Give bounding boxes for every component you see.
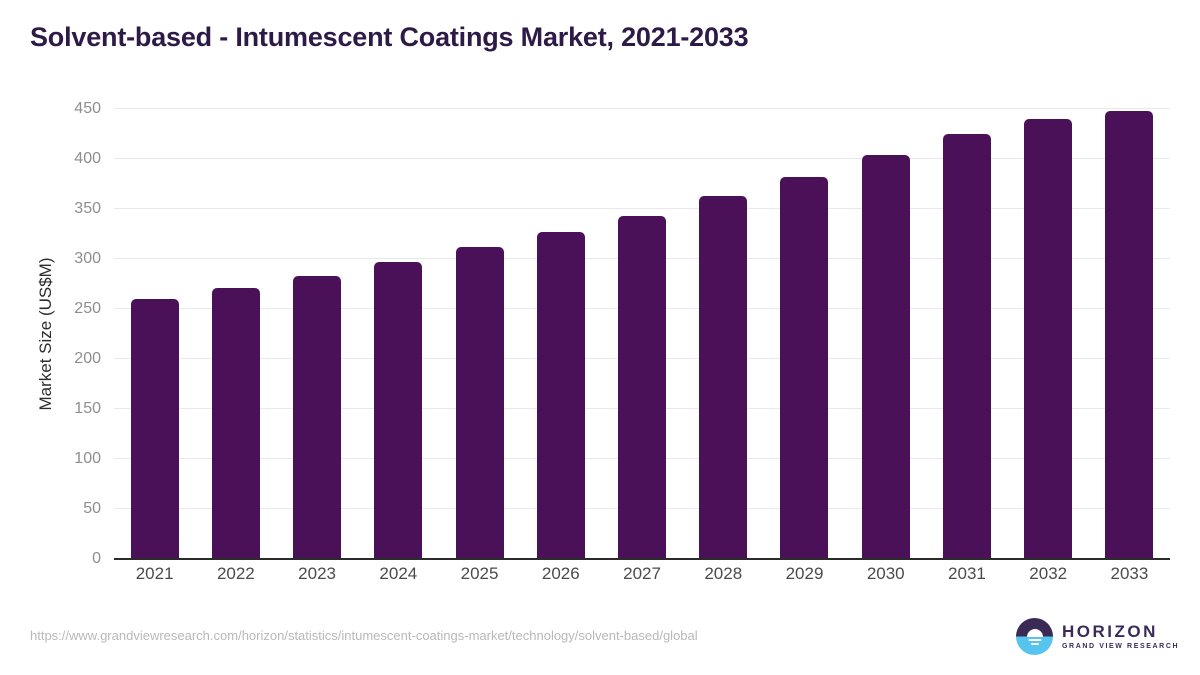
bar-2024 [374, 262, 423, 559]
x-tick-2027: 2027 [623, 564, 661, 583]
bar-2031 [942, 134, 991, 559]
bar-2023 [293, 276, 342, 559]
bar-cell-2023 [276, 109, 357, 559]
gridline-450 [114, 108, 1170, 109]
bar-2027 [618, 216, 667, 559]
x-tick-2028: 2028 [704, 564, 743, 583]
y-tick-400: 400 [74, 150, 101, 168]
bar-cell-2025 [439, 109, 520, 559]
y-tick-0: 0 [92, 550, 101, 567]
x-tick-2024: 2024 [379, 564, 418, 583]
bar-2022 [211, 288, 260, 559]
logo-title: HORIZON [1062, 622, 1158, 641]
gridline-350 [114, 208, 1170, 209]
bar-cell-2033 [1089, 109, 1170, 559]
x-tick-2030: 2030 [866, 564, 905, 583]
bar-cell-2022 [195, 109, 276, 559]
bar-cell-2032 [1008, 109, 1089, 559]
bar-2026 [536, 232, 585, 559]
bar-cell-2024 [358, 109, 439, 559]
gridline-400 [114, 158, 1170, 159]
y-axis-title: Market Size (US$M) [36, 257, 55, 411]
bar-cell-2031 [926, 109, 1007, 559]
x-axis-line [114, 558, 1170, 560]
bar-series [114, 109, 1170, 559]
y-tick-150: 150 [74, 400, 101, 418]
y-tick-50: 50 [83, 500, 101, 518]
bar-cell-2026 [520, 109, 601, 559]
bar-2032 [1024, 119, 1073, 559]
y-tick-350: 350 [74, 200, 101, 217]
y-tick-450: 450 [74, 100, 101, 117]
x-tick-2029: 2029 [785, 564, 824, 583]
horizon-logo: HORIZON GRAND VIEW RESEARCH [1016, 618, 1179, 655]
x-axis-tick-labels: 2021 2022 2023 2024 2025 2026 2027 2028 2029 2030… [114, 563, 1170, 585]
x-tick-2031: 2031 [948, 564, 986, 583]
bar-cell-2029 [764, 109, 845, 559]
y-tick-300: 300 [74, 250, 101, 268]
x-tick-2023: 2023 [298, 564, 336, 583]
bar-2033 [1105, 111, 1154, 559]
bar-2029 [780, 177, 829, 559]
bar-2025 [455, 247, 504, 559]
x-tick-2026: 2026 [541, 564, 580, 583]
bar-cell-2030 [845, 109, 926, 559]
bar-2021 [130, 299, 179, 559]
bar-cell-2027 [601, 109, 682, 559]
bar-2028 [699, 196, 748, 559]
x-tick-2022: 2022 [216, 564, 255, 583]
horizon-sun-icon [1016, 618, 1053, 655]
y-tick-250: 250 [74, 300, 101, 317]
plot-area: 0 50 100 150 200 250 300 350 400 450 [74, 100, 1170, 567]
logo-text-block: HORIZON GRAND VIEW RESEARCH [1062, 622, 1180, 651]
y-tick-100: 100 [74, 450, 101, 468]
x-tick-2021: 2021 [135, 564, 174, 583]
x-tick-2025: 2025 [460, 564, 499, 583]
x-tick-2032: 2032 [1029, 564, 1068, 583]
bar-cell-2028 [683, 109, 764, 559]
logo-subtitle: GRAND VIEW RESEARCH [1062, 643, 1180, 650]
sun-dome-shape [1026, 628, 1043, 637]
page-title: Solvent-based - Intumescent Coatings Mar… [30, 22, 749, 52]
sun-reflection-line [1028, 638, 1041, 641]
x-tick-2033: 2033 [1110, 564, 1149, 583]
source-url: https://www.grandviewresearch.com/horizo… [30, 628, 698, 643]
sun-reflection-line [1030, 642, 1039, 645]
bar-2030 [861, 155, 910, 559]
bar-cell-2021 [114, 109, 195, 559]
y-tick-200: 200 [74, 350, 101, 368]
